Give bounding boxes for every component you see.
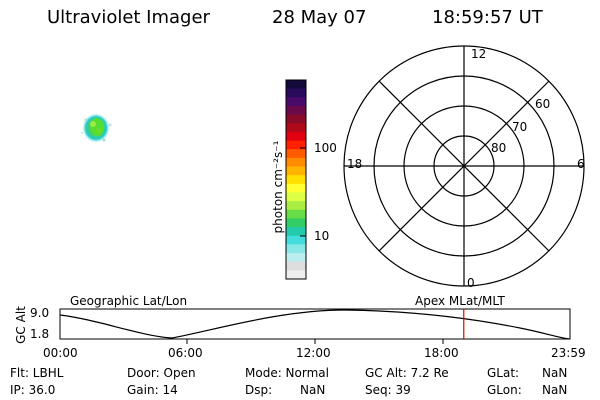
info-glon-value: NaN	[542, 383, 568, 397]
polar-label-60: 60	[535, 97, 551, 111]
timeline-y-tick-top: 9.0	[30, 306, 50, 320]
timeline-x-tick-3: 18:00	[424, 346, 459, 360]
colorbar-segment	[286, 244, 306, 254]
polar-label-80: 80	[491, 141, 507, 155]
polar-label-70: 70	[512, 120, 528, 134]
polar-label-0: 0	[467, 276, 475, 290]
timeline-x-tick-4: 23:59	[551, 346, 586, 360]
info-ip: IP: 36.0	[10, 383, 56, 397]
info-glat-value: NaN	[542, 366, 568, 380]
colorbar-segment	[286, 123, 306, 133]
colorbar-segment	[286, 270, 306, 280]
info-seq: Seq: 39	[365, 383, 411, 397]
polar-label-12: 12	[471, 47, 487, 61]
colorbar-segment	[286, 80, 306, 90]
colorbar-segment	[286, 131, 306, 142]
info-gc-alt: GC Alt: 7.2 Re	[365, 366, 449, 380]
colorbar-segment	[286, 105, 306, 116]
colorbar-segment	[286, 140, 306, 150]
colorbar-segment	[286, 261, 306, 271]
colorbar-segment	[286, 183, 306, 194]
timeline-y-tick-bottom: 1.8	[30, 327, 50, 341]
colorbar-segment	[286, 175, 306, 185]
colorbar-segment	[286, 218, 306, 228]
app-title: Ultraviolet Imager	[47, 7, 210, 28]
timeline-x-tick-2: 12:00	[296, 346, 331, 360]
timeline-y-label: GC Alt	[14, 306, 28, 344]
colorbar-segment	[286, 235, 306, 245]
timeline-left-caption: Geographic Lat/Lon	[70, 294, 188, 308]
colorbar-segment	[286, 149, 306, 159]
info-glat-label: GLat:	[487, 366, 520, 380]
colorbar-segment	[286, 88, 306, 98]
info-door: Door: Open	[127, 366, 196, 380]
timeline-x-tick-1: 06:00	[168, 346, 203, 360]
polar-label-18: 18	[347, 157, 363, 171]
colorbar-tick-10: 10	[314, 229, 330, 243]
info-gain: Gain: 14	[127, 383, 178, 397]
date-label: 28 May 07	[272, 7, 367, 28]
altitude-curve	[59, 309, 571, 340]
colorbar-segment	[286, 114, 306, 124]
colorbar-segment	[286, 192, 306, 202]
colorbar-segment	[286, 253, 306, 263]
colorbar-segment	[286, 166, 306, 176]
time-label: 18:59:57 UT	[432, 7, 543, 28]
info-dsp-label: Dsp:	[245, 383, 273, 397]
info-dsp-value: NaN	[300, 383, 326, 397]
info-flt: Flt: LBHL	[10, 366, 64, 380]
colorbar-tick-100: 100	[314, 141, 337, 155]
timeline-right-caption: Apex MLat/MLT	[415, 294, 505, 308]
colorbar-segment	[286, 97, 306, 107]
timeline-x-tick-0: 00:00	[43, 346, 78, 360]
colorbar-segment	[286, 157, 306, 168]
polar-label-6: 6	[577, 157, 585, 171]
info-glon-label: GLon:	[487, 383, 522, 397]
info-mode: Mode: Normal	[245, 366, 329, 380]
colorbar-segment	[286, 209, 306, 220]
colorbar-segment	[286, 201, 306, 211]
colorbar-segment	[286, 227, 306, 237]
